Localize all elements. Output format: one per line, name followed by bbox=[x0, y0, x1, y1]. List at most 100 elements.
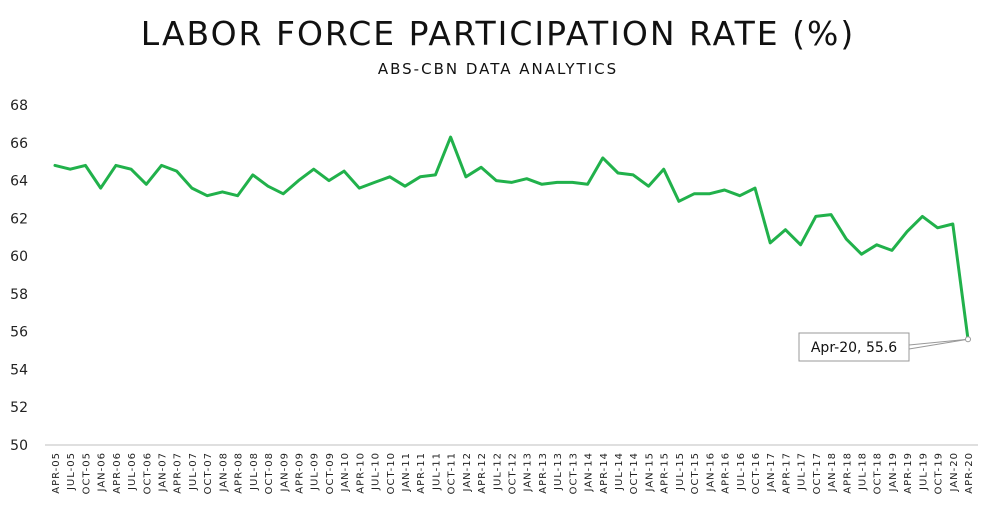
data-point bbox=[510, 181, 513, 184]
x-tick-label: JAN-13 bbox=[523, 452, 534, 492]
data-point bbox=[845, 238, 848, 241]
x-tick-label: JUL-09 bbox=[310, 452, 321, 491]
x-tick-label: OCT-17 bbox=[812, 452, 823, 494]
data-point bbox=[130, 168, 133, 171]
data-point bbox=[890, 249, 893, 252]
data-point bbox=[906, 230, 909, 233]
x-tick-label: APR-18 bbox=[842, 452, 853, 494]
x-tick-label: JUL-08 bbox=[249, 452, 260, 491]
data-point bbox=[769, 241, 772, 244]
x-tick-label: APR-17 bbox=[781, 452, 792, 494]
x-tick-label: JUL-10 bbox=[371, 452, 382, 491]
data-point bbox=[723, 189, 726, 192]
y-tick-label: 64 bbox=[10, 174, 28, 190]
x-tick-label: JAN-17 bbox=[766, 452, 777, 492]
y-tick-label: 68 bbox=[10, 98, 28, 114]
y-tick-label: 66 bbox=[10, 136, 28, 152]
x-tick-label: JAN-12 bbox=[462, 452, 473, 492]
x-tick-label: JAN-08 bbox=[218, 452, 229, 492]
x-tick-label: JAN-14 bbox=[584, 452, 595, 492]
x-tick-label: JAN-15 bbox=[644, 452, 655, 492]
x-tick-label: APR-19 bbox=[903, 452, 914, 494]
x-tick-label: OCT-08 bbox=[264, 452, 275, 494]
callout-marker bbox=[965, 336, 971, 343]
series-line bbox=[53, 135, 970, 341]
x-tick-label: JUL-06 bbox=[127, 452, 138, 491]
data-point bbox=[753, 187, 756, 190]
x-tick-label: OCT-07 bbox=[203, 452, 214, 494]
data-point bbox=[419, 175, 422, 178]
data-point bbox=[236, 194, 239, 197]
data-point bbox=[875, 243, 878, 246]
data-point bbox=[495, 179, 498, 182]
data-point bbox=[951, 223, 954, 226]
x-tick-label: JAN-20 bbox=[949, 452, 960, 492]
x-tick-label: JUL-13 bbox=[553, 452, 564, 491]
x-tick-label: OCT-18 bbox=[873, 452, 884, 494]
data-point bbox=[480, 166, 483, 169]
data-point bbox=[434, 173, 437, 176]
data-point bbox=[99, 187, 102, 190]
x-tick-label: JAN-18 bbox=[827, 452, 838, 492]
y-tick-label: 56 bbox=[10, 325, 28, 341]
x-tick-label: APR-13 bbox=[538, 452, 549, 494]
x-tick-label: OCT-11 bbox=[447, 452, 458, 494]
data-point bbox=[403, 185, 406, 188]
data-point bbox=[312, 168, 315, 171]
y-tick-label: 58 bbox=[10, 287, 28, 303]
x-tick-label: OCT-10 bbox=[386, 452, 397, 494]
x-tick-label: JUL-12 bbox=[492, 452, 503, 491]
data-point bbox=[449, 136, 452, 139]
x-tick-label: JUL-18 bbox=[857, 452, 868, 491]
data-point bbox=[388, 175, 391, 178]
data-point bbox=[464, 175, 467, 178]
x-tick-label: APR-09 bbox=[294, 452, 305, 494]
data-point bbox=[617, 172, 620, 175]
data-point bbox=[921, 215, 924, 218]
data-point bbox=[84, 164, 87, 167]
series-points bbox=[54, 136, 970, 341]
x-tick-label: APR-20 bbox=[964, 452, 975, 494]
data-point bbox=[69, 168, 72, 171]
x-tick-label: OCT-14 bbox=[629, 452, 640, 494]
chart-title: LABOR FORCE PARTICIPATION RATE (%) bbox=[140, 14, 856, 53]
y-tick-label: 60 bbox=[10, 249, 28, 265]
data-point bbox=[358, 187, 361, 190]
data-point bbox=[830, 213, 833, 216]
data-point bbox=[114, 164, 117, 167]
data-point bbox=[708, 192, 711, 195]
x-tick-label: APR-05 bbox=[51, 452, 62, 494]
x-tick-label: APR-06 bbox=[112, 452, 123, 494]
data-point bbox=[145, 183, 148, 186]
x-tick-label: JUL-07 bbox=[188, 452, 199, 491]
x-tick-label: APR-10 bbox=[355, 452, 366, 494]
x-tick-label: APR-14 bbox=[599, 452, 610, 494]
data-point bbox=[556, 181, 559, 184]
x-tick-label: JAN-07 bbox=[158, 452, 169, 492]
x-tick-label: JUL-05 bbox=[66, 452, 77, 491]
data-point bbox=[327, 179, 330, 182]
y-tick-label: 54 bbox=[10, 362, 28, 378]
data-point bbox=[647, 185, 650, 188]
x-tick-label: APR-16 bbox=[721, 452, 732, 494]
y-tick-label: 52 bbox=[10, 400, 28, 416]
data-point bbox=[160, 164, 163, 167]
x-tick-label: JUL-14 bbox=[614, 452, 625, 491]
data-point bbox=[814, 215, 817, 218]
x-tick-label: OCT-15 bbox=[690, 452, 701, 494]
x-tick-label: JAN-11 bbox=[401, 452, 412, 492]
x-tick-label: APR-08 bbox=[234, 452, 245, 494]
data-point bbox=[677, 200, 680, 203]
chart-subtitle: ABS-CBN DATA ANALYTICS bbox=[377, 60, 619, 78]
data-point bbox=[343, 170, 346, 173]
x-tick-label: OCT-09 bbox=[325, 452, 336, 494]
x-tick-label: JAN-16 bbox=[705, 452, 716, 492]
callout-leader bbox=[908, 338, 969, 346]
x-tick-label: APR-12 bbox=[477, 452, 488, 494]
x-tick-label: JUL-19 bbox=[918, 452, 929, 491]
data-point bbox=[586, 183, 589, 186]
data-point bbox=[297, 179, 300, 182]
callout-label: Apr-20, 55.6 bbox=[811, 340, 897, 356]
x-tick-label: APR-15 bbox=[660, 452, 671, 494]
